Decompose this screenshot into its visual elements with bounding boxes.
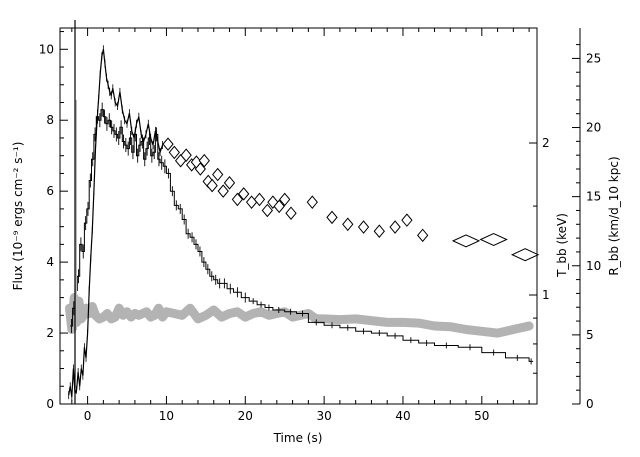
- radius-diamond: [168, 145, 180, 160]
- radius-diamond: [451, 234, 481, 248]
- y-left-ticks: 0 2 4 6 8 10: [39, 31, 68, 411]
- y-axis-label-temperature: T_bb (keV): [555, 213, 569, 278]
- radius-diamond: [357, 220, 370, 234]
- x-tick-label: 30: [316, 409, 331, 423]
- temperature-layer: [68, 45, 164, 401]
- y-temp-tick-label: 2: [542, 136, 550, 150]
- radius-diamond: [206, 178, 218, 193]
- radius-diamond: [285, 206, 297, 221]
- y-radius-ticks: 0 5 10 15 20 25: [572, 44, 601, 411]
- y-radius-tick-label: 5: [586, 328, 594, 342]
- y-radius-tick-label: 25: [586, 51, 601, 65]
- y-left-tick-label: 2: [46, 326, 54, 340]
- y-radius-tick-label: 20: [586, 121, 601, 135]
- radius-diamond: [373, 224, 385, 238]
- radius-diamond: [326, 210, 338, 225]
- y-left-tick-label: 6: [46, 184, 54, 198]
- radius-diamond: [273, 199, 285, 214]
- x-tick-label: 50: [474, 409, 489, 423]
- x-tick-label: 20: [238, 409, 253, 423]
- y-left-tick-label: 0: [46, 397, 54, 411]
- y-temp-tick-label: 1: [542, 288, 550, 302]
- radius-diamond: [162, 137, 174, 151]
- radius-diamond: [261, 203, 274, 218]
- y-left-tick-label: 10: [39, 42, 54, 56]
- radius-diamond: [231, 192, 244, 207]
- y-axis-label-left: Flux (10⁻⁹ ergs cm⁻² s⁻¹): [11, 142, 25, 291]
- radius-diamond: [401, 213, 413, 227]
- y-radius-tick-label: 0: [586, 397, 594, 411]
- y-radius-tick-label: 10: [586, 259, 601, 273]
- temperature-line: [68, 49, 164, 397]
- y-left-tick-label: 8: [46, 113, 54, 127]
- x-axis-label: Time (s): [273, 431, 323, 445]
- radius-diamond: [198, 153, 210, 168]
- radius-diamond: [306, 195, 318, 209]
- y-left-tick-label: 4: [46, 255, 54, 269]
- radius-diamond: [279, 192, 291, 207]
- gray-band-layer: [65, 293, 534, 338]
- radius-diamond: [479, 232, 508, 247]
- x-tick-label: 10: [159, 409, 174, 423]
- y-radius-tick-label: 15: [586, 190, 601, 204]
- gray-band-line: [65, 293, 534, 338]
- radius-diamond-layer: [162, 137, 540, 262]
- radius-diamond: [417, 228, 429, 243]
- x-tick-label: 40: [395, 409, 410, 423]
- radius-diamond: [217, 184, 229, 198]
- radius-diamond: [510, 248, 540, 262]
- x-tick-label: 0: [84, 409, 92, 423]
- radius-diamond: [194, 162, 206, 176]
- plot-frame: [59, 27, 538, 405]
- y-temp-ticks: 12: [529, 136, 550, 374]
- spike-marks: [74, 20, 77, 404]
- radius-diamond: [389, 220, 401, 234]
- y-axis-label-radius: R_bb (km/d_10 kpc): [607, 156, 621, 275]
- flux-step-line: [70, 109, 534, 362]
- radius-diamond: [223, 176, 236, 190]
- flux-layer: [70, 102, 534, 365]
- x-ticks: 0 10 20 30 40 50: [71, 28, 530, 423]
- radius-diamond: [342, 217, 354, 232]
- radius-diamond: [253, 192, 266, 207]
- radius-diamond: [180, 148, 192, 162]
- radius-diamond: [212, 167, 224, 182]
- radius-diamond: [238, 187, 250, 201]
